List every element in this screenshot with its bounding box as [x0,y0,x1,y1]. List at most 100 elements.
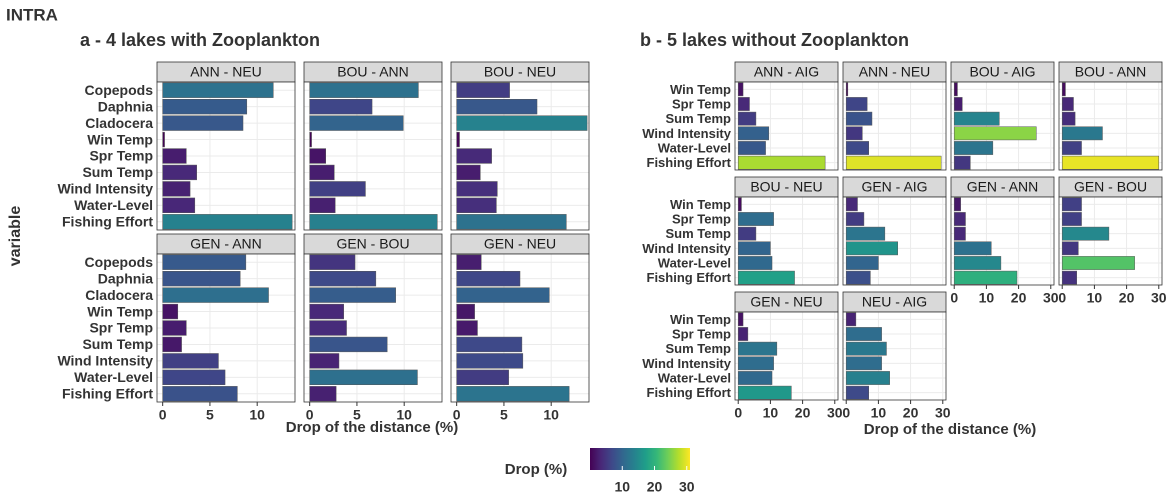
x-tick-label: 30 [935,405,951,421]
bar [845,212,865,226]
y-tick-label: Wind Intensity [642,356,731,371]
bar [737,97,750,111]
bar [737,126,770,141]
bar [309,164,335,181]
strip-label: GEN - ANN [190,236,262,252]
figure-label: INTRA [6,5,58,24]
bar [162,271,241,287]
y-tick-label: Win Temp [670,197,731,212]
y-tick-label: Fishing Effort [647,270,732,285]
bar [1061,256,1135,270]
facet-border [842,81,947,171]
bar [1061,270,1077,285]
y-tick-label: Cladocera [85,115,153,131]
facet-border [303,81,443,231]
facet-border [842,311,947,401]
x-axis-title: Drop of the distance (%) [864,421,1037,438]
bar [737,312,744,327]
bar [456,369,509,385]
bar [1061,155,1160,170]
bar [1061,82,1066,97]
y-tick-label: Win Temp [87,303,153,319]
y-tick-label: Water-Level [658,140,731,155]
bar [845,141,869,155]
bar [162,254,247,270]
y-tick-label: Win Temp [670,82,731,97]
bar [456,99,538,115]
bar [953,197,961,212]
bar [953,111,1000,126]
bar [456,197,497,213]
y-tick-label: Fishing Effort [647,155,732,170]
x-tick-label: 20 [1011,290,1027,306]
x-tick-label: 5 [206,407,214,423]
x-tick-label: 5 [500,407,508,423]
strip-label: GEN - ANN [967,179,1039,195]
x-tick-label: 10 [763,405,779,421]
x-tick-label: 0 [453,407,461,423]
y-tick-label: Sum Temp [666,111,732,126]
facet-border [842,196,947,286]
facet-border [734,81,839,171]
facet-panel [951,82,1054,170]
y-tick-label: Fishing Effort [62,385,153,401]
bar [953,155,971,170]
y-tick-label: Fishing Effort [62,213,153,229]
bar [737,385,792,400]
facet-panel [1059,82,1162,170]
facet-panel [843,312,946,400]
bar [737,256,773,270]
bar [162,164,197,181]
bar [456,82,510,98]
bar [845,371,890,385]
x-tick-label: 10 [249,407,265,423]
bar [1061,212,1082,226]
bar [953,241,992,256]
strip-label: NEU - AIG [862,294,927,310]
strip-label: GEN - BOU [336,236,409,252]
facet-panel [843,197,946,285]
bar [162,148,187,164]
bar [456,254,482,270]
facet-panel [843,82,946,170]
facet-border [303,253,443,403]
strip-label: ANN - AIG [754,64,819,80]
bar [162,181,191,197]
bar [309,386,337,402]
bar [1061,241,1079,256]
bar [162,197,196,213]
bar [845,341,887,356]
bar [1061,226,1110,241]
facet-border [450,81,590,231]
bar [737,270,795,285]
x-tick-label: 0 [306,407,314,423]
bar [737,356,774,371]
bar [737,327,749,341]
x-tick-label: 5 [353,407,361,423]
y-tick-label: Water-Level [74,369,153,385]
bar [845,256,879,270]
bar [309,271,377,287]
y-tick-label: Win Temp [87,131,153,147]
strip-label: GEN - AIG [861,179,927,195]
bar [953,126,1037,141]
facet-panel [951,197,1054,285]
x-tick-label: 0 [159,407,167,423]
bar [953,226,966,241]
facet-border [950,196,1055,286]
y-tick-label: Wind Intensity [642,241,731,256]
y-axis-title: variable [7,206,24,267]
facet-border [1058,81,1163,171]
y-tick-label: Wind Intensity [57,353,153,369]
bar [162,214,293,230]
y-tick-label: Water-Level [658,255,731,270]
bar [845,385,869,400]
strip-label: GEN - NEU [750,294,822,310]
bar [845,226,886,241]
bar [456,303,475,320]
bar [162,303,179,320]
x-tick-label: 0 [734,405,742,421]
x-tick-label: 0 [1058,290,1066,306]
bar [162,99,248,115]
bar [737,197,742,212]
